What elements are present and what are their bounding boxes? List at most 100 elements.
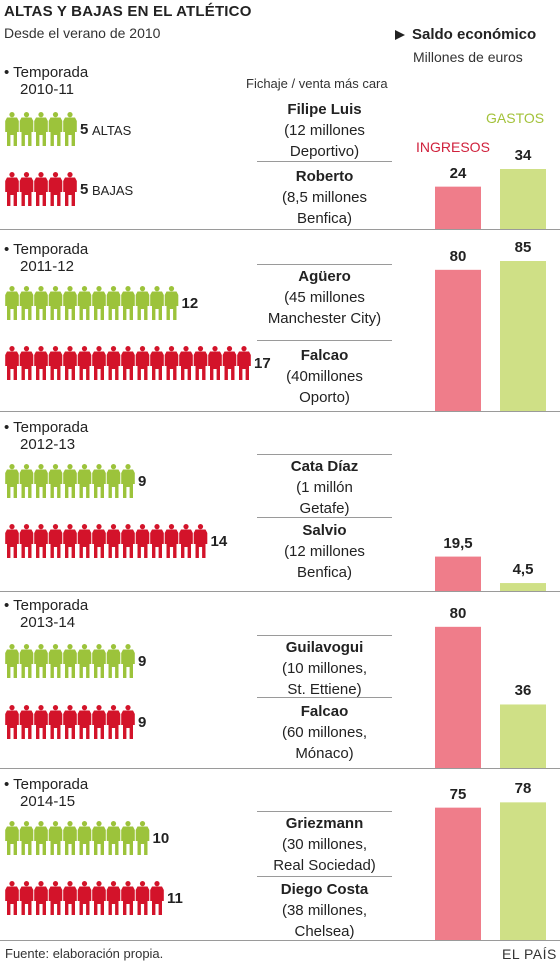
alta-player-figure	[48, 464, 63, 498]
fichaje-detail: (10 millones,	[281, 660, 368, 677]
fichaje-detail: Manchester City)	[267, 310, 382, 327]
gastos-value: 4,5	[512, 561, 534, 579]
gastos-legend: GASTOS	[486, 110, 545, 126]
baja-player-figure	[34, 881, 48, 915]
gastos-bar	[500, 261, 546, 411]
baja-player-figure	[19, 346, 34, 380]
baja-player-figure	[121, 524, 135, 558]
alta-player-figure	[5, 286, 19, 320]
baja-player-figure	[179, 346, 193, 380]
alta-player-figure	[150, 286, 164, 320]
name-separator	[257, 811, 392, 812]
name-separator	[257, 454, 392, 455]
season-label: • Temporada 2014-15	[4, 776, 88, 810]
fichaje-player: Filipe Luis (12 millones Deportivo)	[257, 99, 392, 162]
name-separator	[257, 635, 392, 636]
season-label: • Temporada 2011-12	[4, 241, 88, 275]
baja-player-figure	[19, 524, 34, 558]
baja-player-figure	[150, 524, 164, 558]
alta-player-figure	[106, 644, 121, 678]
season-label-text: • Temporada	[4, 64, 89, 81]
name-separator	[257, 876, 392, 877]
baja-player-figure	[150, 346, 164, 380]
ingresos-value: 80	[449, 604, 467, 622]
altas-caption: ALTAS	[92, 123, 132, 138]
alta-player-figure	[92, 286, 106, 320]
alta-player-figure	[5, 644, 19, 678]
ingresos-legend: INGRESOS	[416, 139, 490, 155]
fichaje-player: Guilavogui (10 millones, St. Ettiene)	[257, 637, 392, 700]
ingresos-value: 19,5	[443, 534, 473, 552]
baja-player-figure	[5, 172, 19, 206]
baja-player-figure	[5, 524, 19, 558]
baja-player-figure	[63, 346, 77, 380]
baja-player-figure	[48, 881, 63, 915]
name-separator	[257, 340, 392, 341]
baja-player-figure	[63, 881, 77, 915]
alta-player-figure	[34, 286, 48, 320]
baja-player-figure	[106, 524, 121, 558]
alta-player-figure	[106, 821, 121, 855]
fichaje-detail: (1 millón	[296, 479, 353, 496]
fichaje-name: Agüero	[298, 268, 351, 285]
baja-player-figure	[63, 524, 77, 558]
baja-player-figure	[193, 524, 208, 558]
season-label: • Temporada 2012-13	[4, 419, 88, 453]
baja-player-figure	[77, 705, 92, 739]
venta-player: Falcao (60 millones, Mónaco)	[257, 701, 392, 764]
fichaje-name: Guilavogui	[285, 639, 364, 656]
baja-player-figure	[208, 346, 222, 380]
gastos-value: 78	[514, 780, 532, 798]
saldo-title: Saldo económico	[412, 26, 537, 43]
fichaje-detail: Deportivo)	[289, 143, 360, 160]
baja-player-figure	[106, 705, 121, 739]
baja-player-figure	[19, 881, 34, 915]
season-separator	[0, 591, 560, 592]
venta-detail: Mónaco)	[295, 745, 354, 762]
alta-player-figure	[121, 464, 135, 498]
fichaje-player: Agüero (45 millones Manchester City)	[257, 266, 392, 329]
venta-detail: (40millones	[286, 368, 363, 385]
gastos-value: 85	[514, 239, 532, 256]
baja-player-figure	[34, 172, 48, 206]
alta-player-figure	[63, 644, 77, 678]
gastos-bar	[500, 704, 546, 768]
baja-player-figure	[106, 346, 121, 380]
fichaje-detail: St. Ettiene)	[287, 681, 362, 698]
alta-player-figure	[48, 821, 63, 855]
chart-subtitle: Desde el verano de 2010	[4, 25, 161, 41]
season-label-text: • Temporada	[4, 776, 89, 793]
baja-player-figure	[193, 346, 208, 380]
ingresos-bar	[435, 186, 481, 229]
saldo-subtitle: Millones de euros	[413, 49, 523, 65]
name-separator	[257, 697, 392, 698]
alta-player-figure	[106, 464, 121, 498]
venta-detail: (8,5 millones	[281, 189, 368, 206]
season-label-text: • Temporada	[4, 241, 89, 258]
altas-count: 12	[181, 295, 199, 312]
ingresos-bar	[435, 556, 481, 591]
season-label-text: • Temporada	[4, 597, 89, 614]
alta-player-figure	[135, 821, 150, 855]
alta-player-figure	[121, 821, 135, 855]
baja-player-figure	[164, 346, 179, 380]
venta-detail: (60 millones,	[281, 724, 368, 741]
fichaje-detail: Real Sociedad)	[273, 857, 376, 874]
baja-player-figure	[135, 346, 150, 380]
fichaje-name: Filipe Luis	[287, 101, 362, 118]
baja-player-figure	[34, 346, 48, 380]
baja-player-figure	[121, 705, 135, 739]
alta-player-figure	[34, 644, 48, 678]
ingresos-value: 80	[449, 247, 467, 265]
venta-name: Falcao	[300, 703, 349, 720]
baja-player-figure	[106, 881, 121, 915]
fichaje-name: Griezmann	[285, 815, 364, 832]
baja-player-figure	[164, 524, 179, 558]
alta-player-figure	[63, 821, 77, 855]
baja-player-figure	[179, 524, 193, 558]
fichaje-player: Griezmann (30 millones, Real Sociedad)	[257, 813, 392, 876]
gastos-bar	[500, 802, 546, 940]
fichaje-player: Cata Díaz (1 millón Getafe)	[257, 456, 392, 519]
season-separator	[0, 229, 560, 230]
ingresos-value: 24	[449, 164, 467, 182]
